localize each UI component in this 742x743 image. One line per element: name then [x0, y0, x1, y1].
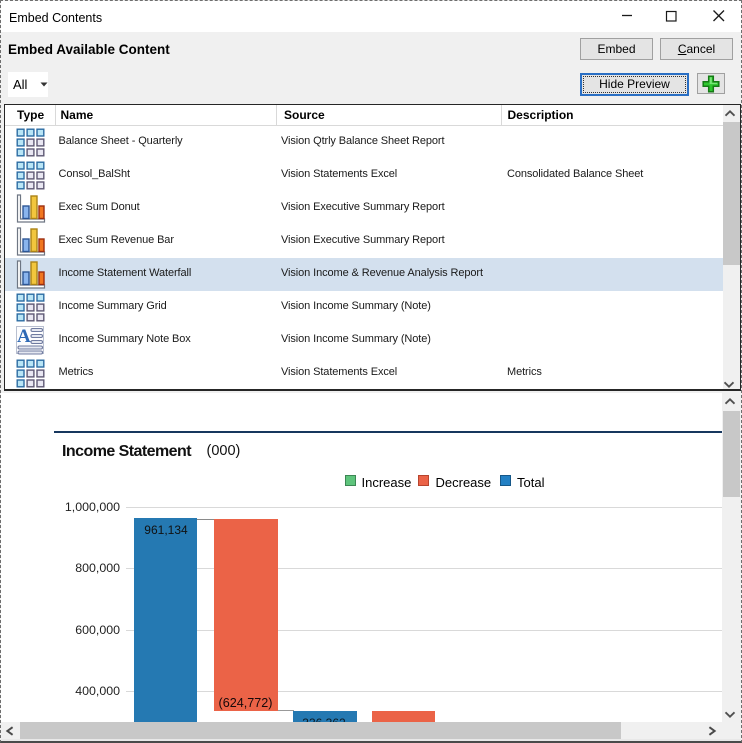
svg-text:A: A — [17, 326, 31, 347]
